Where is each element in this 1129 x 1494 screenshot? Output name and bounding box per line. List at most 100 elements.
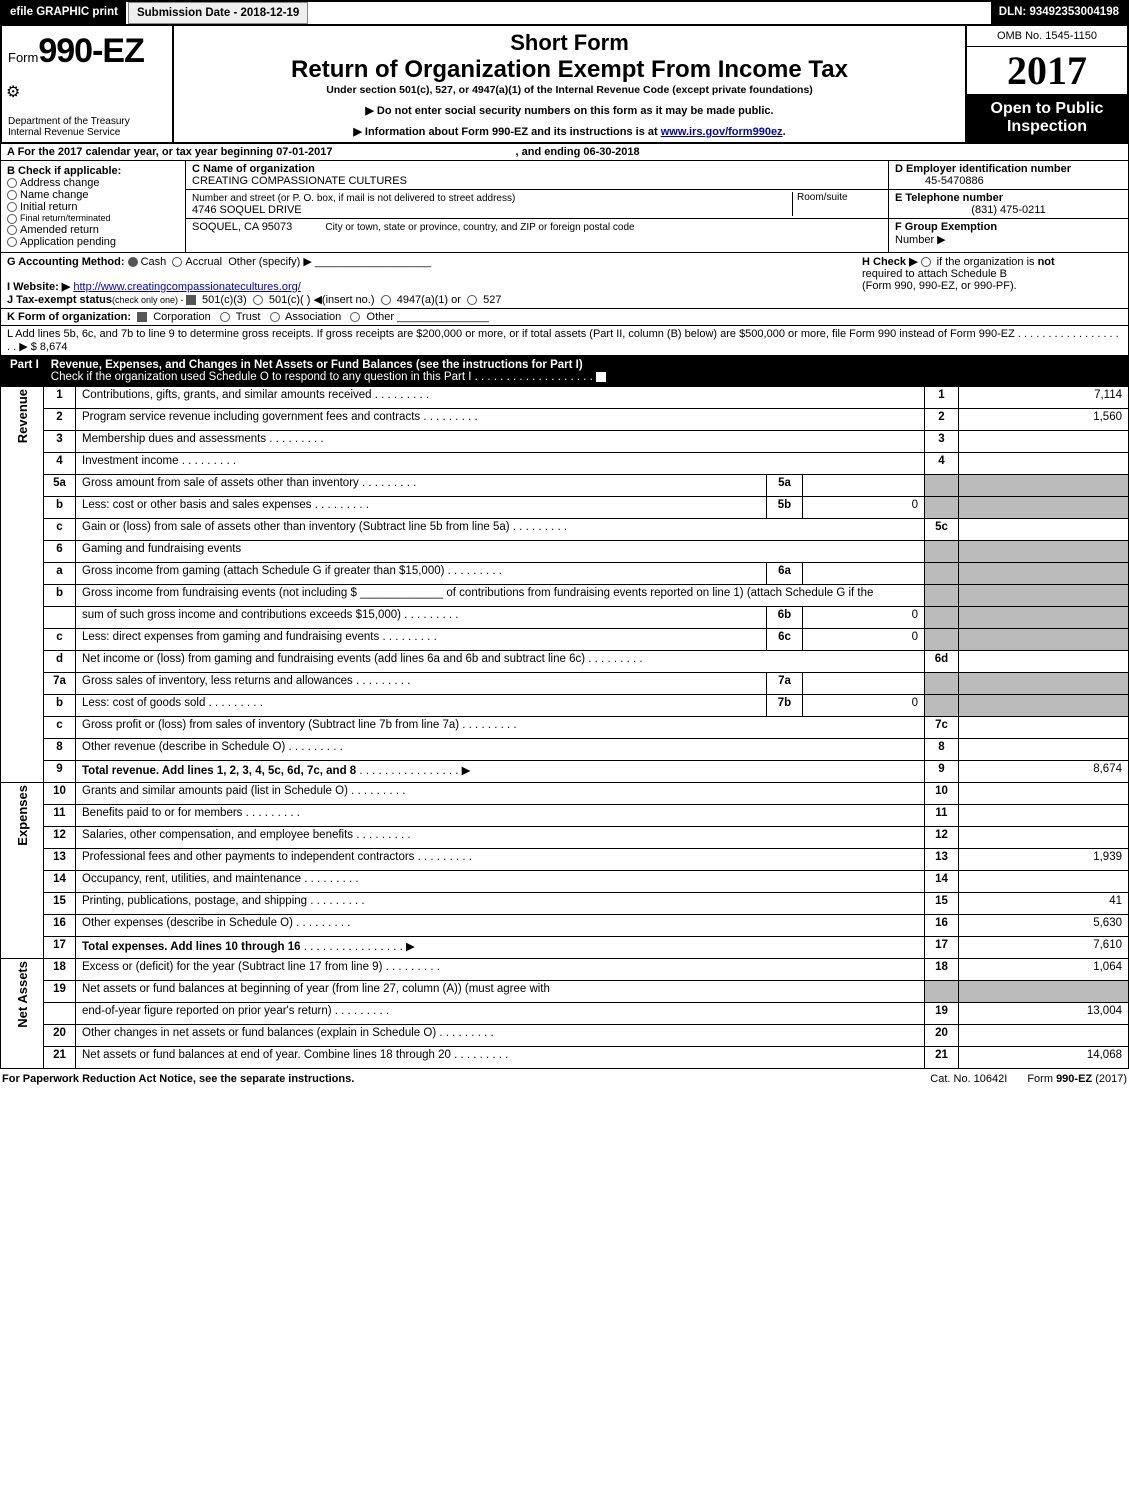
ein-value: 45-5470886: [925, 175, 984, 187]
line-number: 18: [44, 958, 76, 980]
amount-num: 17: [925, 936, 959, 958]
line-number: 17: [44, 936, 76, 958]
col-c: C Name of organization CREATING COMPASSI…: [186, 161, 888, 252]
d-cell: D Employer identification number 45-5470…: [889, 161, 1128, 190]
amount-num: 1: [925, 386, 959, 408]
shade-cell: [959, 540, 1129, 562]
part1-header: Part I Revenue, Expenses, and Changes in…: [0, 356, 1129, 386]
phone-value: (831) 475-0211: [895, 204, 1122, 216]
accrual-radio[interactable]: [172, 257, 182, 267]
amount-num: 2: [925, 408, 959, 430]
arrow2-post: .: [783, 126, 786, 138]
h-check[interactable]: [921, 257, 931, 267]
shade-cell: [925, 628, 959, 650]
section-bcd: B Check if applicable: Address change Na…: [0, 161, 1129, 253]
amount-value: 7,114: [959, 386, 1129, 408]
amount-num: 7c: [925, 716, 959, 738]
k-other-check[interactable]: [350, 312, 360, 322]
j-4947-check[interactable]: [381, 295, 391, 305]
b-item-4[interactable]: Amended return: [7, 224, 179, 236]
table-row: 13Professional fees and other payments t…: [1, 848, 1129, 870]
j-sub: (check only one) -: [112, 295, 186, 305]
org-name: CREATING COMPASSIONATE CULTURES: [192, 175, 407, 187]
dept-line2: Internal Revenue Service: [8, 127, 130, 138]
table-row: 12Salaries, other compensation, and empl…: [1, 826, 1129, 848]
line-desc: Gross profit or (loss) from sales of inv…: [76, 716, 925, 738]
part1-table: Revenue1Contributions, gifts, grants, an…: [0, 386, 1129, 1069]
amount-num: 10: [925, 782, 959, 804]
shade-cell: [959, 628, 1129, 650]
dept-text: Department of the Treasury Internal Reve…: [8, 116, 130, 138]
addr-value: 4746 SOQUEL DRIVE: [192, 204, 302, 216]
amount-num: 3: [925, 430, 959, 452]
line-number: 19: [44, 980, 76, 1002]
amount-value: 1,560: [959, 408, 1129, 430]
side-net-assets: Net Assets: [1, 958, 44, 1068]
d-label: D Employer identification number: [895, 163, 1071, 175]
b-item-2[interactable]: Initial return: [7, 201, 179, 213]
mini-amt: [803, 474, 925, 496]
efile-print-button[interactable]: efile GRAPHIC print: [2, 2, 128, 24]
shade-cell: [925, 606, 959, 628]
g-other: Other (specify) ▶: [228, 256, 312, 268]
table-row: 11Benefits paid to or for members . . . …: [1, 804, 1129, 826]
h-not: not: [1038, 256, 1055, 268]
city-value: SOQUEL, CA 95073: [192, 221, 292, 233]
j-opt-1: 501(c)( ) ◀(insert no.): [269, 294, 375, 306]
j-opt-0: 501(c)(3): [202, 294, 247, 306]
amount-value: [959, 870, 1129, 892]
j-501c-check[interactable]: [253, 295, 263, 305]
line-number: a: [44, 562, 76, 584]
b-item-5[interactable]: Application pending: [7, 236, 179, 248]
j-527-check[interactable]: [467, 295, 477, 305]
line-desc: Net assets or fund balances at end of ye…: [76, 1046, 925, 1068]
website-link[interactable]: http://www.creatingcompassionatecultures…: [73, 281, 300, 293]
line-desc: Net assets or fund balances at beginning…: [76, 980, 925, 1002]
part1-schedule-o-check[interactable]: [596, 372, 606, 382]
line-number: 16: [44, 914, 76, 936]
line-number: c: [44, 628, 76, 650]
amount-value: [959, 518, 1129, 540]
line-desc: Investment income . . . . . . . . .: [76, 452, 925, 474]
shade-cell: [925, 540, 959, 562]
k-corp-check[interactable]: [137, 312, 147, 322]
line-desc: Membership dues and assessments . . . . …: [76, 430, 925, 452]
amount-value: 7,610: [959, 936, 1129, 958]
amount-num: 6d: [925, 650, 959, 672]
open-to-public: Open to Public Inspection: [967, 94, 1127, 142]
arrow-line-2: ▶ Information about Form 990-EZ and its …: [184, 125, 955, 138]
line-desc: Gross sales of inventory, less returns a…: [76, 672, 767, 694]
line-number: 5a: [44, 474, 76, 496]
j-501c3-check[interactable]: [186, 295, 196, 305]
table-row: bLess: cost of goods sold . . . . . . . …: [1, 694, 1129, 716]
mini-amt: 0: [803, 628, 925, 650]
amount-num: 9: [925, 760, 959, 782]
line-desc: Total expenses. Add lines 10 through 16 …: [76, 936, 925, 958]
footer-right: Form 990-EZ (2017): [1027, 1073, 1127, 1085]
amount-num: 18: [925, 958, 959, 980]
line-desc: sum of such gross income and contributio…: [76, 606, 767, 628]
line-number: 14: [44, 870, 76, 892]
line-desc: Excess or (deficit) for the year (Subtra…: [76, 958, 925, 980]
mini-num: 6b: [767, 606, 803, 628]
footer-right-post: (2017): [1092, 1073, 1127, 1085]
h-text1: if the organization is: [937, 256, 1038, 268]
b-item-1[interactable]: Name change: [7, 189, 179, 201]
k-assoc-check[interactable]: [270, 312, 280, 322]
shade-cell: [925, 562, 959, 584]
col-d: D Employer identification number 45-5470…: [888, 161, 1128, 252]
shade-cell: [959, 562, 1129, 584]
b-item-0[interactable]: Address change: [7, 177, 179, 189]
l-amount: ▶ $ 8,674: [19, 341, 67, 353]
line-desc: end-of-year figure reported on prior yea…: [76, 1002, 925, 1024]
line-a-end: , and ending 06-30-2018: [516, 146, 640, 158]
line-desc: Less: cost of goods sold . . . . . . . .…: [76, 694, 767, 716]
amount-num: 16: [925, 914, 959, 936]
k-trust-check[interactable]: [220, 312, 230, 322]
instructions-link[interactable]: www.irs.gov/form990ez: [661, 126, 783, 138]
addr-label: Number and street (or P. O. box, if mail…: [192, 193, 515, 204]
b-item-3[interactable]: Final return/terminated: [7, 213, 179, 224]
title-return: Return of Organization Exempt From Incom…: [184, 56, 955, 84]
cash-radio[interactable]: [128, 257, 138, 267]
j-opt-2: 4947(a)(1) or: [397, 294, 461, 306]
